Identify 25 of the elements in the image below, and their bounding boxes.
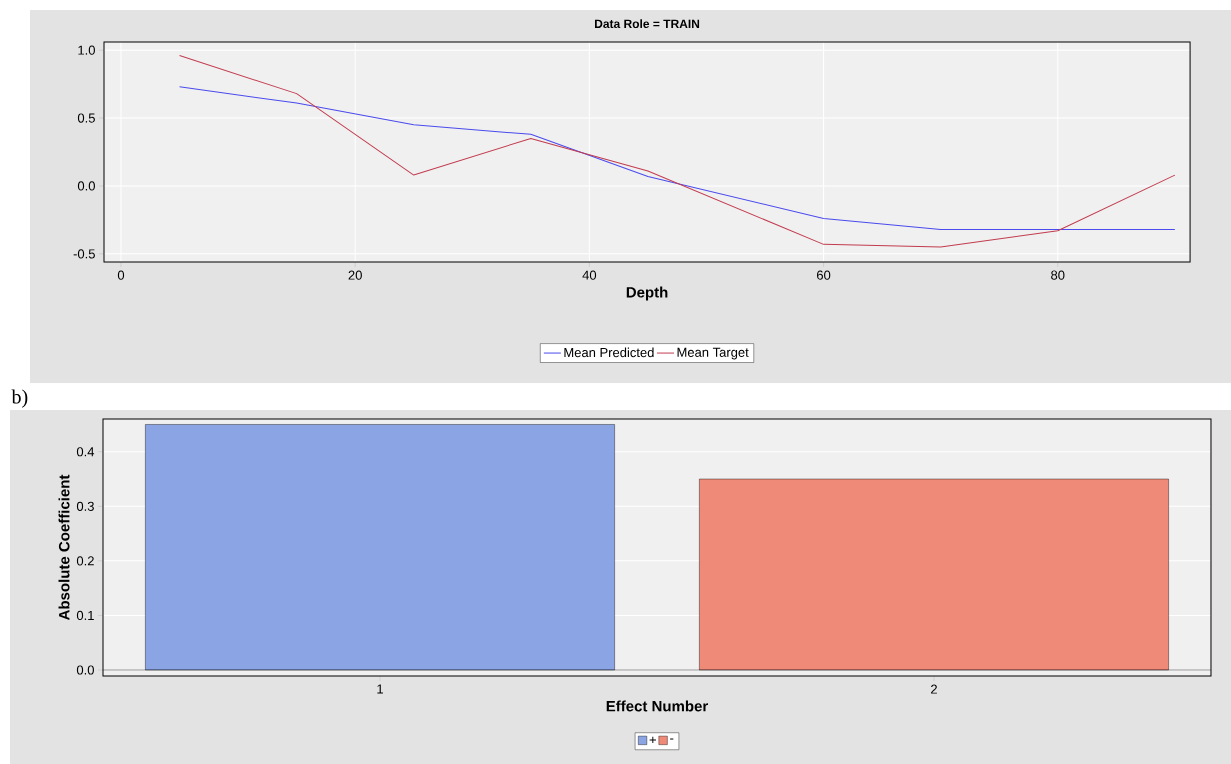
y-tick-label: 0.2 (76, 556, 94, 566)
x-tick-label: 40 (582, 270, 597, 280)
y-tick-label: 0.0 (77, 181, 95, 191)
y-tick-label: 0.0 (76, 665, 94, 675)
x-tick-label: 0 (117, 270, 125, 280)
legend-label: + (649, 736, 656, 744)
y-axis-title: Absolute Coefficient (58, 474, 70, 621)
x-tick-label: 20 (348, 270, 362, 280)
x-axis-title: Effect Number (606, 700, 709, 712)
legend-label: - (670, 738, 674, 740)
x-tick-label: 2 (931, 684, 937, 694)
y-tick-label: 0.5 (77, 113, 95, 123)
y-tick-label: 0.1 (76, 610, 94, 621)
y-tick-label: -0.5 (73, 249, 95, 259)
legend-label: Mean Predicted (564, 347, 654, 358)
y-tick-label: 1.0 (78, 45, 95, 55)
y-tick-label: 0.3 (76, 501, 94, 511)
x-axis-title: Depth (626, 286, 668, 301)
chart-title: Data Role = TRAIN (595, 19, 700, 29)
legend-label: Mean Target (677, 347, 749, 360)
x-tick-label: 60 (816, 270, 831, 280)
text: b) (11, 389, 28, 408)
x-tick-label: 80 (1051, 270, 1065, 280)
y-tick-label: 0.4 (76, 447, 95, 457)
x-tick-label: 1 (377, 684, 383, 694)
